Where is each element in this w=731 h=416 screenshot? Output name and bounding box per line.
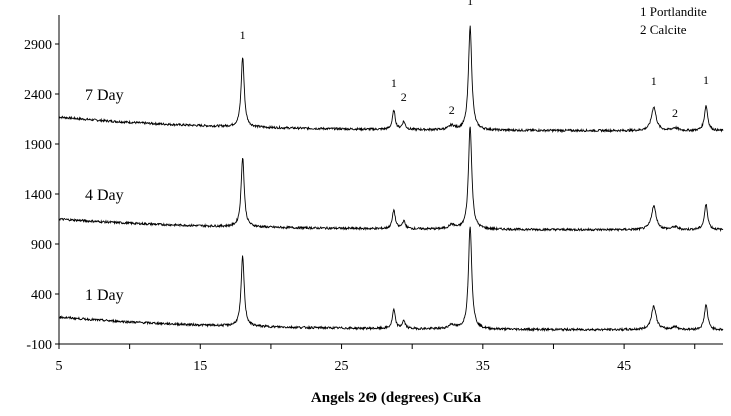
y-tick-label: 900 bbox=[31, 238, 52, 253]
x-axis-title: Angels 2Θ (degrees) CuKa bbox=[311, 390, 482, 406]
x-tick-label: 15 bbox=[193, 359, 207, 374]
peak-label: 2 bbox=[401, 90, 407, 104]
peak-label: 1 bbox=[651, 74, 657, 88]
x-tick-label: 5 bbox=[56, 359, 63, 374]
series-line-2 bbox=[58, 226, 724, 332]
series-line-1 bbox=[58, 126, 724, 233]
peak-label: 2 bbox=[449, 103, 455, 117]
y-tick-label: 2900 bbox=[24, 38, 52, 53]
x-ticks: 5 15 25 35 45 bbox=[56, 344, 696, 374]
x-tick-label: 25 bbox=[335, 359, 349, 374]
peak-label: 2 bbox=[672, 106, 678, 120]
y-tick-label: 2400 bbox=[24, 88, 52, 103]
legend-entry: 2 Calcite bbox=[640, 22, 687, 37]
axes bbox=[58, 15, 723, 345]
x-tick-label: 45 bbox=[617, 359, 631, 374]
y-tick-label: 400 bbox=[31, 288, 52, 303]
legend-entry: 1 Portlandite bbox=[640, 4, 707, 19]
series-labels: 7 Day 4 Day 1 Day bbox=[85, 87, 124, 304]
y-tick-label: -100 bbox=[26, 338, 52, 353]
series-lines bbox=[58, 25, 724, 332]
peak-label: 1 bbox=[240, 28, 246, 42]
peak-label: 1 bbox=[703, 73, 709, 87]
legend: 1 Portlandite 2 Calcite bbox=[640, 4, 707, 37]
y-tick-label: 1400 bbox=[24, 188, 52, 203]
peak-label: 1 bbox=[391, 76, 397, 90]
series-label: 1 Day bbox=[85, 287, 124, 304]
y-tick-label: 1900 bbox=[24, 138, 52, 153]
series-label: 7 Day bbox=[85, 87, 124, 104]
peak-label: 1 bbox=[467, 0, 473, 8]
series-label: 4 Day bbox=[85, 187, 124, 204]
x-tick-label: 35 bbox=[476, 359, 490, 374]
series-line-0 bbox=[58, 25, 724, 134]
y-ticks: -100 400 900 1400 1900 2400 2900 bbox=[24, 38, 59, 353]
